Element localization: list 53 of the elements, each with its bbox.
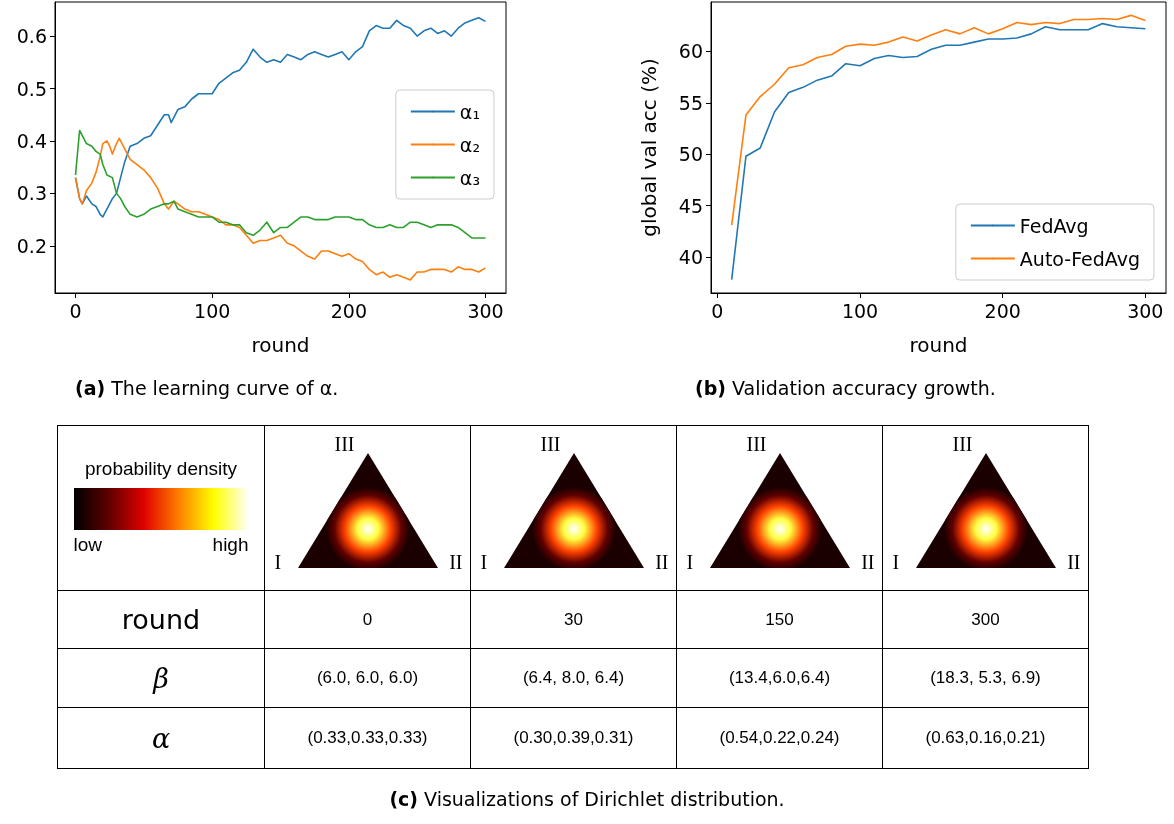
text: 0	[362, 609, 373, 629]
text: (c) Visualizations of Dirichlet distribution.	[388, 788, 786, 810]
y-axis-title: global val acc (%)	[637, 58, 661, 237]
text: 150	[765, 609, 794, 629]
category-label: α	[151, 722, 171, 754]
y-tick-label: 45	[678, 194, 703, 217]
text: low	[73, 534, 103, 556]
y-tick-label: 50	[678, 143, 703, 166]
color-bar-title: probability density	[83, 458, 239, 480]
x-tick-label: 100	[194, 299, 231, 322]
x-tick-label: 100	[841, 299, 879, 322]
legend-label: α₁	[459, 100, 481, 123]
text: (6.4, 8.0, 6.4)	[522, 668, 625, 687]
category-label: β	[153, 662, 169, 694]
category-label: I	[274, 551, 282, 574]
y-tick-label: 55	[678, 91, 703, 114]
legend-label: Auto-FedAvg	[1019, 247, 1141, 270]
legend-label: FedAvg	[1019, 214, 1089, 237]
y-tick-label: 0.2	[16, 234, 47, 257]
text: (13.4,6.0,6.4)	[728, 668, 831, 687]
text: (0.63,0.16,0.21)	[925, 728, 1046, 747]
legend-label: α₃	[459, 166, 481, 189]
text: (0.33,0.33,0.33)	[307, 728, 428, 747]
category-label: III	[334, 433, 355, 456]
text: (6.0, 6.0, 6.0)	[316, 668, 419, 687]
y-tick-label: 0.6	[16, 25, 47, 48]
category-label: round	[121, 604, 201, 635]
text: (0.30,0.39,0.31)	[513, 728, 634, 747]
y-tick-label: 40	[678, 246, 703, 269]
legend-label: α₂	[459, 133, 481, 156]
line-series	[730, 22, 1147, 281]
y-tick-label: 0.3	[16, 182, 47, 205]
x-axis-title: round	[909, 333, 968, 357]
line-series	[74, 137, 487, 281]
text: 300	[971, 609, 1000, 629]
x-tick-label: 0	[69, 299, 82, 322]
text: high	[212, 534, 249, 556]
x-tick-label: 300	[1127, 299, 1164, 322]
text: (0.54,0.22,0.24)	[719, 728, 840, 747]
text: (18.3, 5.3, 6.9)	[930, 668, 1041, 687]
x-axis-title: round	[251, 333, 310, 357]
line-series	[74, 129, 487, 239]
text: 30	[564, 609, 583, 629]
y-tick-label: 60	[678, 40, 703, 63]
x-tick-label: 200	[330, 299, 367, 322]
x-tick-label: 300	[467, 299, 504, 322]
text: (b) Validation accuracy growth.	[695, 377, 996, 399]
y-tick-label: 0.4	[16, 129, 47, 152]
y-tick-label: 0.5	[16, 77, 47, 100]
category-label: II	[449, 551, 463, 574]
text: (a) The learning curve of α.	[75, 377, 339, 399]
x-tick-label: 200	[984, 299, 1021, 322]
x-tick-label: 0	[711, 299, 724, 322]
